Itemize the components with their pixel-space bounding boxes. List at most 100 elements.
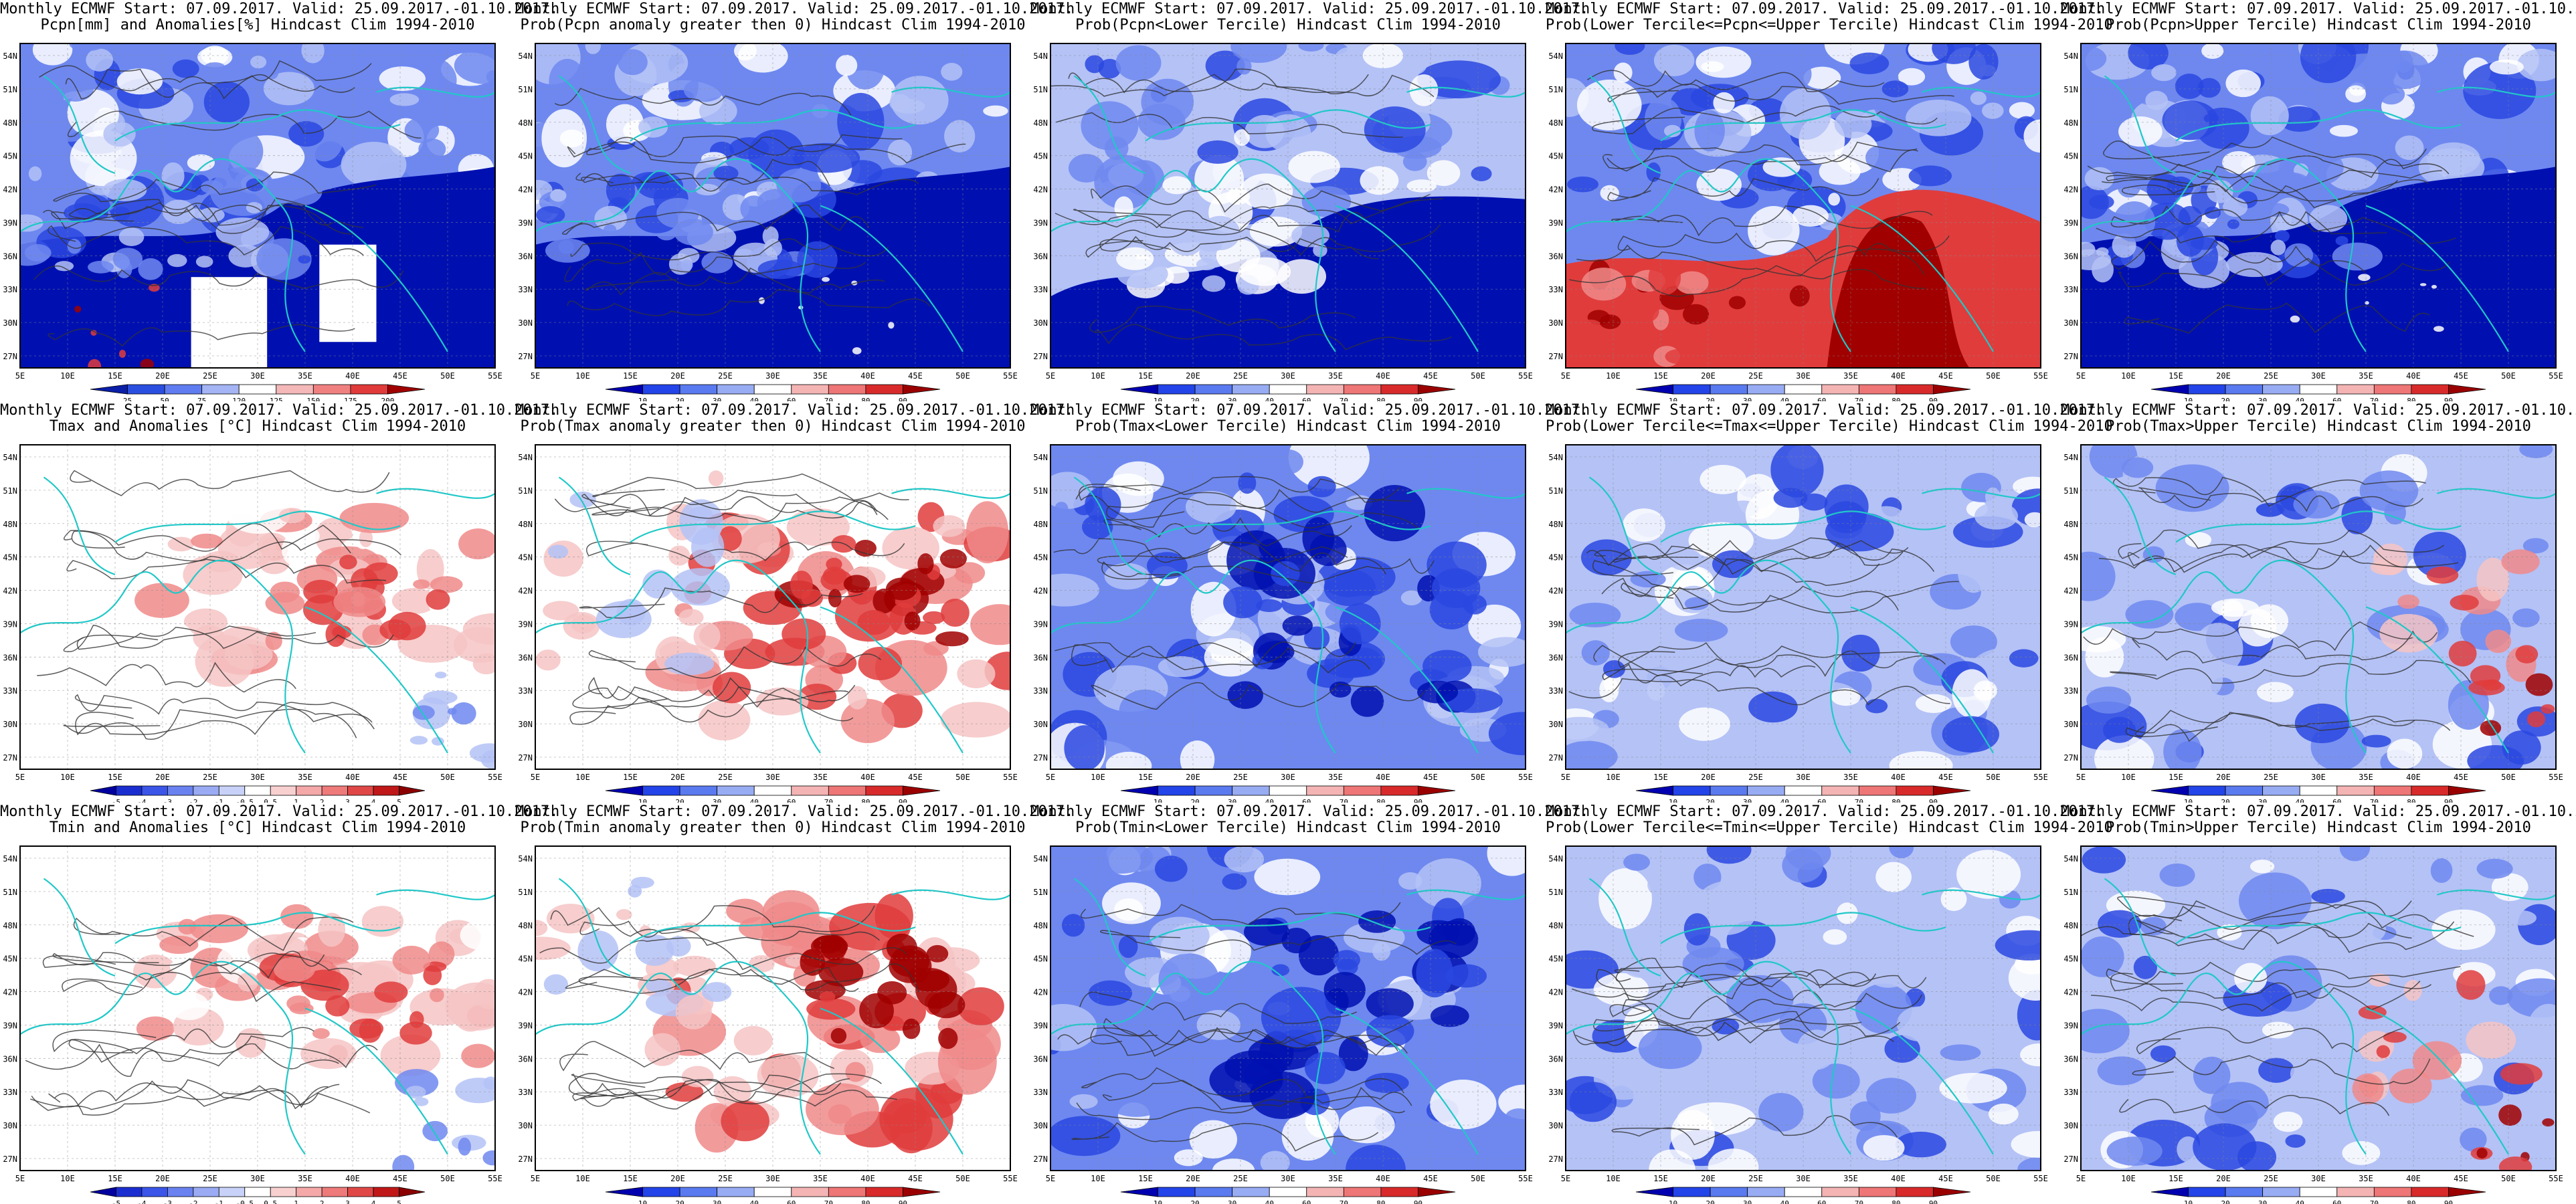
- colorbar-tick-label: 90: [2444, 1199, 2453, 1204]
- colorbar-swatch: [2336, 1187, 2375, 1197]
- colorbar-tick-label: 4: [371, 798, 376, 803]
- lat-tick-label: 33N: [518, 686, 533, 696]
- lon-tick-label: 20E: [2216, 1174, 2231, 1183]
- lat-tick-label: 42N: [1033, 988, 1048, 997]
- map-panel: Monthly ECMWF Start: 07.09.2017. Valid: …: [2061, 401, 2576, 803]
- lon-tick-label: 10E: [60, 773, 75, 782]
- lat-tick-label: 30N: [518, 318, 533, 328]
- lon-tick-label: 25E: [203, 1174, 217, 1183]
- lon-tick-label: 40E: [345, 371, 360, 381]
- lat-tick-label: 45N: [2063, 955, 2078, 964]
- colorbar-tick-label: 70: [2370, 798, 2379, 803]
- colorbar-tick-label: 90: [1929, 397, 1938, 401]
- lon-tick-label: 40E: [860, 371, 875, 381]
- colorbar-tick-label: 20: [675, 798, 684, 803]
- panel-title-header: Monthly ECMWF Start: 07.09.2017. Valid: …: [515, 1, 1074, 17]
- lon-tick-label: 5E: [1561, 1174, 1570, 1183]
- map-canvas: 54N 51N 48N 45N 42N 39N 36N 33N 30N 27N 5E 10E 15E 20…: [3, 43, 502, 401]
- lon-tick-label: 55E: [2549, 371, 2563, 381]
- lat-tick-label: 30N: [3, 318, 17, 328]
- colorbar-tick-label: 80: [1892, 397, 1900, 401]
- map-canvas: 54N 51N 48N 45N 42N 39N 36N 33N 30N 27N 5E 10E 15E 20…: [518, 43, 1018, 401]
- colorbar-swatch: [2225, 1187, 2264, 1197]
- colorbar-swatch: [1380, 384, 1418, 395]
- panel-title-variable: Prob(Tmin>Upper Tercile) Hindcast Clim 1…: [2106, 819, 2531, 836]
- colorbar-swatch: [1673, 1187, 1711, 1197]
- colorbar-tick-label: 30: [2258, 1199, 2267, 1204]
- colorbar-swatch: [141, 1187, 168, 1197]
- lat-tick-label: 45N: [1548, 553, 1563, 563]
- panel-title: Monthly ECMWF Start: 07.09.2017. Valid: …: [1030, 403, 1588, 435]
- colorbar-tick-label: 30: [1743, 1199, 1752, 1204]
- colorbar-swatch: [865, 384, 903, 395]
- colorbar-swatch: [828, 1187, 866, 1197]
- map-canvas: 54N 51N 48N 45N 42N 39N 36N 33N 30N 27N 5E 10E 15E 20…: [1033, 43, 1533, 401]
- lon-tick-label: 30E: [1796, 1174, 1811, 1183]
- colorbar-swatch: [244, 1187, 271, 1197]
- lon-tick-label: 55E: [1518, 773, 1533, 782]
- colorbar-swatch: [1120, 785, 1158, 796]
- colorbar-swatch: [1784, 384, 1823, 395]
- lat-tick-label: 36N: [1033, 252, 1048, 261]
- lat-tick-label: 54N: [1548, 854, 1563, 864]
- lat-tick-label: 54N: [1033, 854, 1048, 864]
- colorbar-tick-label: -3: [163, 1199, 172, 1204]
- lon-tick-label: 30E: [250, 773, 265, 782]
- lat-tick-label: 48N: [1548, 118, 1563, 128]
- lat-tick-label: 36N: [2063, 653, 2078, 662]
- lon-tick-label: 35E: [2359, 371, 2373, 381]
- lat-tick-label: 30N: [518, 1121, 533, 1130]
- lat-tick-label: 30N: [2063, 1121, 2078, 1130]
- colorbar-tick-label: -2: [189, 1199, 197, 1204]
- map-canvas: 54N 51N 48N 45N 42N 39N 36N 33N 30N 27N 5E 10E 15E 20…: [2063, 444, 2563, 803]
- lon-tick-label: 30E: [765, 371, 780, 381]
- colorbar-swatch: [903, 1187, 941, 1197]
- colorbar-tick-label: 0.5: [264, 798, 277, 803]
- lon-tick-label: 45E: [2454, 773, 2468, 782]
- lat-tick-label: 36N: [1033, 653, 1048, 662]
- colorbar-tick-label: 70: [1855, 1199, 1863, 1204]
- lon-tick-label: 20E: [1701, 371, 1716, 381]
- lat-tick-label: 51N: [518, 888, 533, 897]
- colorbar-swatch: [605, 384, 643, 395]
- lon-tick-label: 35E: [1328, 773, 1343, 782]
- panel-title-variable: Prob(Tmax>Upper Tercile) Hindcast Clim 1…: [2106, 418, 2531, 435]
- colorbar-swatch: [90, 1187, 116, 1197]
- panel-title: Monthly ECMWF Start: 07.09.2017. Valid: …: [2061, 1, 2576, 33]
- colorbar-tick-label: 80: [861, 1199, 870, 1204]
- lat-tick-label: 39N: [518, 218, 533, 227]
- colorbar-swatch: [1933, 1187, 1971, 1197]
- lat-tick-label: 48N: [1548, 520, 1563, 529]
- lat-tick-label: 54N: [1033, 52, 1048, 61]
- lon-tick-label: 15E: [623, 371, 638, 381]
- colorbar-swatch: [1933, 384, 1971, 395]
- lat-tick-label: 48N: [3, 921, 17, 930]
- map-canvas: 54N 51N 48N 45N 42N 39N 36N 33N 30N 27N 5E 10E 15E 20…: [1548, 845, 2048, 1204]
- lon-tick-label: 20E: [670, 773, 685, 782]
- colorbar-tick-label: 20: [1706, 1199, 1714, 1204]
- lat-tick-label: 45N: [1033, 553, 1048, 563]
- map-panel: Monthly ECMWF Start: 07.09.2017. Valid: …: [1546, 0, 2113, 402]
- lat-tick-label: 39N: [2063, 218, 2078, 227]
- lat-tick-label: 27N: [3, 1155, 17, 1164]
- panel-title-variable: Prob(Tmin<Lower Tercile) Hindcast Clim 1…: [1075, 819, 1501, 836]
- lon-tick-label: 10E: [1606, 1174, 1621, 1183]
- colorbar-swatch: [1232, 384, 1270, 395]
- panel-title-variable: Prob(Pcpn>Upper Tercile) Hindcast Clim 1…: [2106, 17, 2531, 33]
- colorbar-tick-label: 80: [1376, 1199, 1385, 1204]
- lon-tick-label: 10E: [1091, 1174, 1105, 1183]
- lat-tick-label: 54N: [518, 854, 533, 864]
- lat-tick-label: 30N: [2063, 720, 2078, 729]
- lat-tick-label: 54N: [1548, 453, 1563, 462]
- lat-tick-label: 51N: [1033, 888, 1048, 897]
- colorbar-swatch: [2299, 1187, 2338, 1197]
- lon-tick-label: 30E: [1796, 773, 1811, 782]
- colorbar-swatch: [193, 1187, 219, 1197]
- colorbar-tick-label: -2: [189, 798, 197, 803]
- lon-tick-label: 50E: [955, 773, 970, 782]
- colorbar-swatch: [2188, 384, 2226, 395]
- lon-tick-label: 20E: [1186, 1174, 1200, 1183]
- lon-tick-label: 30E: [2311, 1174, 2326, 1183]
- colorbar-swatch: [642, 1187, 680, 1197]
- lat-tick-label: 27N: [2063, 753, 2078, 763]
